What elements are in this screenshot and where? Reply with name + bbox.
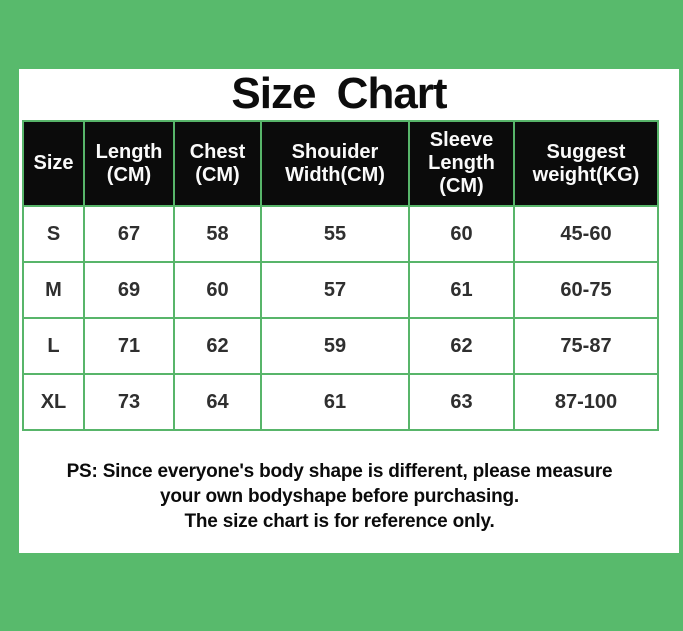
- size-cell: S: [22, 205, 85, 263]
- size-cell: M: [22, 261, 85, 319]
- table-row-s: S 67 58 55 60 45-60: [22, 205, 659, 263]
- table-cell: 64: [173, 373, 262, 431]
- table-cell: 61: [408, 261, 515, 319]
- size-chart-table: Size Length (CM) Chest (CM) Shouider Wid…: [22, 120, 659, 431]
- table-cell: 60-75: [513, 261, 659, 319]
- table-cell: 73: [83, 373, 175, 431]
- header-cell-length: Length (CM): [83, 120, 175, 207]
- table-cell: 58: [173, 205, 262, 263]
- page-title: Size Chart: [231, 69, 447, 118]
- table-cell: 57: [260, 261, 410, 319]
- table-cell: 69: [83, 261, 175, 319]
- table-cell: 63: [408, 373, 515, 431]
- content-panel: Size Chart Size Length (CM) Chest (CM) S…: [19, 69, 679, 553]
- table-cell: 62: [408, 317, 515, 375]
- table-cell: 60: [173, 261, 262, 319]
- table-row-xl: XL 73 64 61 63 87-100: [22, 373, 659, 431]
- table-cell: 62: [173, 317, 262, 375]
- table-cell: 60: [408, 205, 515, 263]
- ps-note-line-3: The size chart is for reference only.: [184, 511, 495, 532]
- table-cell: 75-87: [513, 317, 659, 375]
- table-cell: 61: [260, 373, 410, 431]
- header-cell-suggest-weight: Suggest weight(KG): [513, 120, 659, 207]
- table-cell: 87-100: [513, 373, 659, 431]
- table-cell: 71: [83, 317, 175, 375]
- header-cell-size: Size: [22, 120, 85, 207]
- header-cell-sleeve-length: Sleeve Length (CM): [408, 120, 515, 207]
- header-row: Size Length (CM) Chest (CM) Shouider Wid…: [22, 120, 659, 207]
- ps-note-line-2: your own bodyshape before purchasing.: [160, 486, 519, 507]
- table-row-m: M 69 60 57 61 60-75: [22, 261, 659, 319]
- table-cell: 55: [260, 205, 410, 263]
- table-row-l: L 71 62 59 62 75-87: [22, 317, 659, 375]
- ps-note: PS: Since everyone's body shape is diffe…: [22, 459, 657, 534]
- header-cell-shoulder-width: Shouider Width(CM): [260, 120, 410, 207]
- table-cell: 45-60: [513, 205, 659, 263]
- size-cell: XL: [22, 373, 85, 431]
- header-cell-chest: Chest (CM): [173, 120, 262, 207]
- table-cell: 67: [83, 205, 175, 263]
- size-cell: L: [22, 317, 85, 375]
- ps-note-line-1: PS: Since everyone's body shape is diffe…: [66, 461, 613, 482]
- table-cell: 59: [260, 317, 410, 375]
